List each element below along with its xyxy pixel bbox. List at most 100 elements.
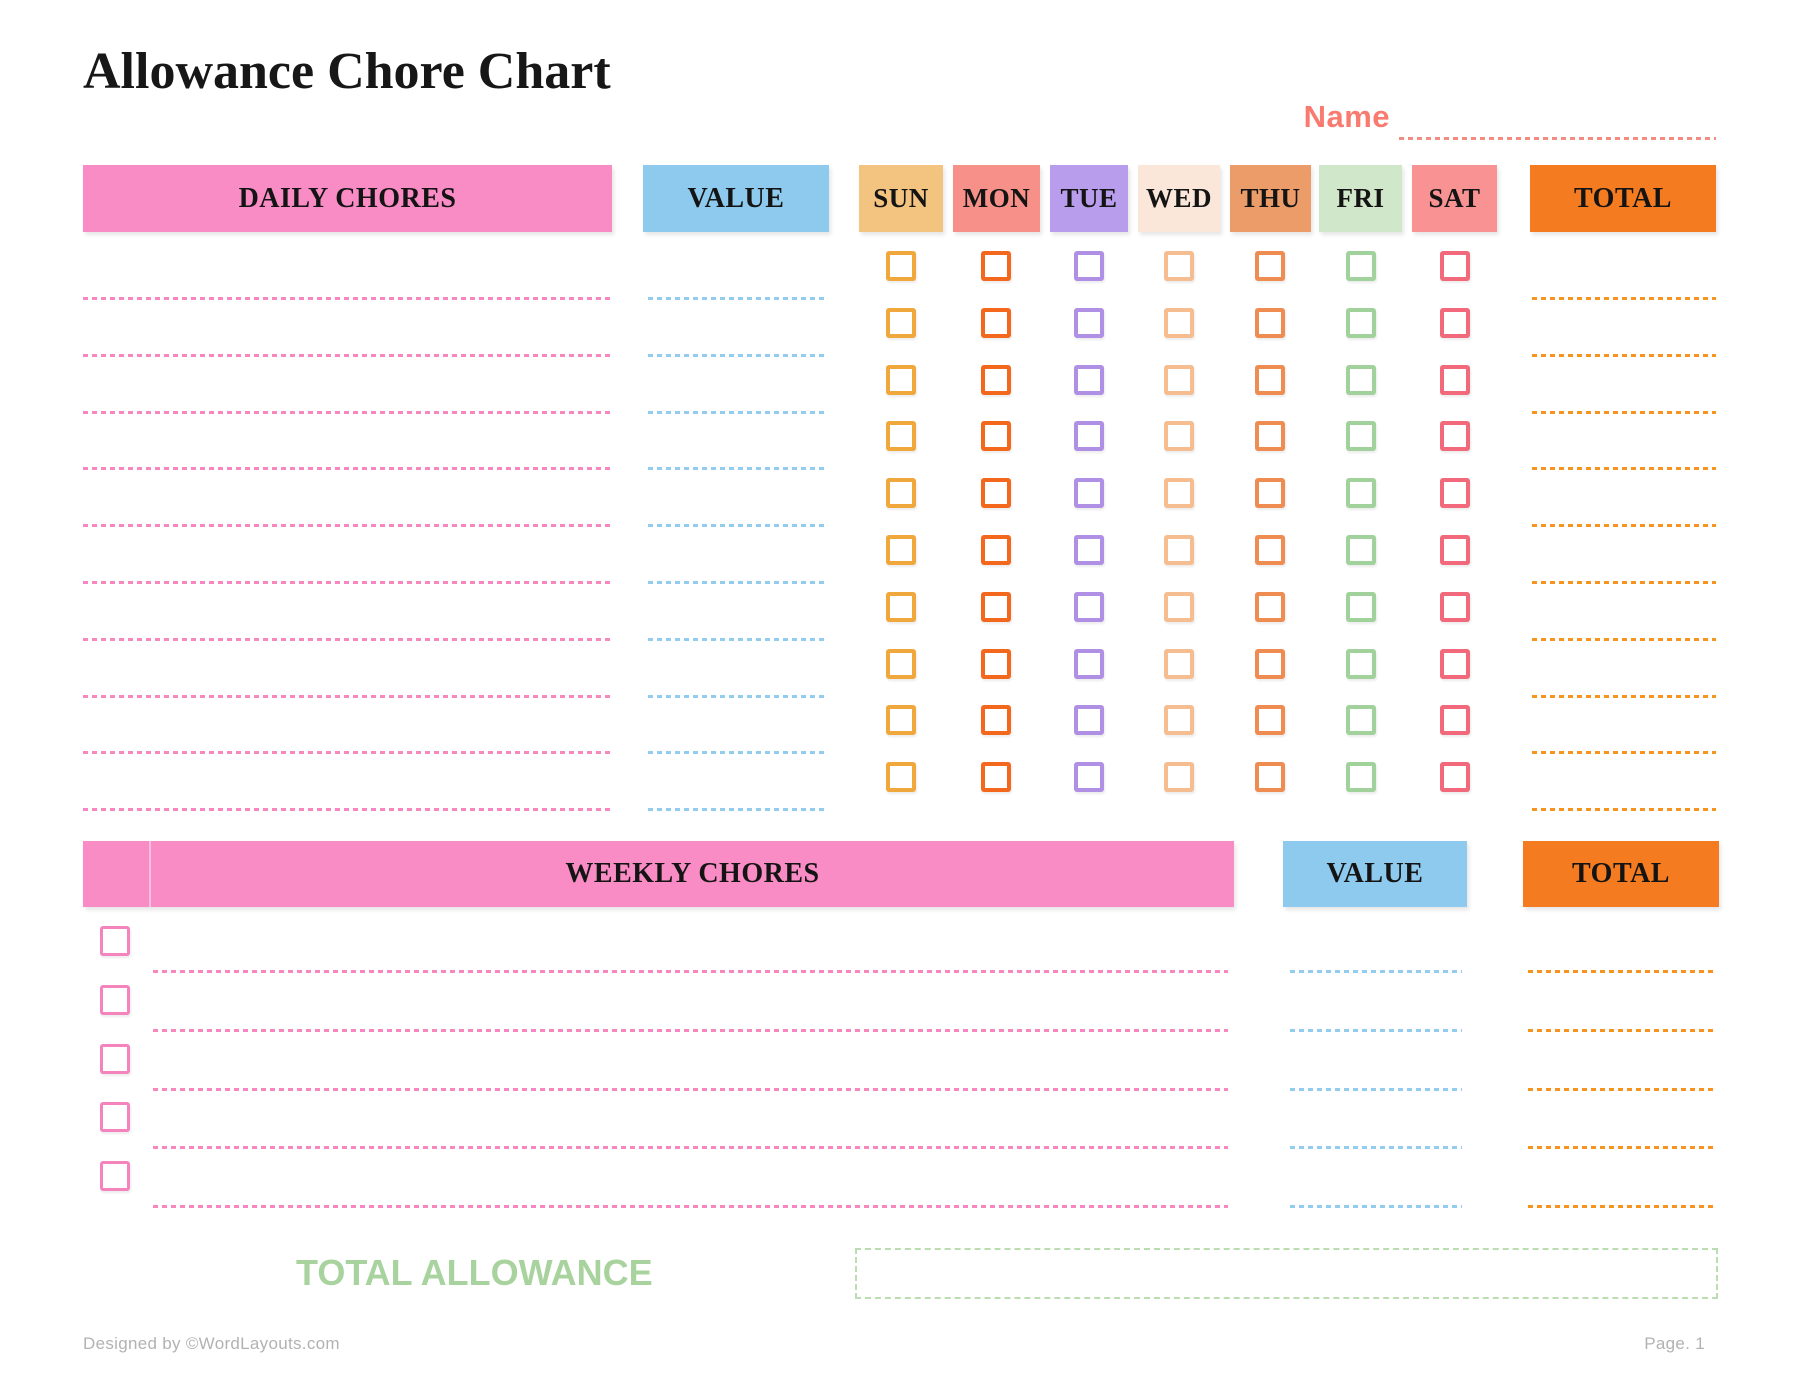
daily-value-line[interactable] [648,297,826,300]
weekly-chore-line[interactable] [153,970,1228,973]
daily-checkbox-tue[interactable] [1074,478,1104,508]
daily-checkbox-sat[interactable] [1440,478,1470,508]
daily-checkbox-fri[interactable] [1346,592,1376,622]
daily-checkbox-sat[interactable] [1440,251,1470,281]
weekly-value-line[interactable] [1290,1029,1462,1032]
daily-checkbox-thu[interactable] [1255,705,1285,735]
daily-chore-line[interactable] [83,808,612,811]
name-input-line[interactable] [1399,137,1716,140]
daily-checkbox-thu[interactable] [1255,535,1285,565]
daily-checkbox-wed[interactable] [1164,365,1194,395]
daily-checkbox-thu[interactable] [1255,478,1285,508]
daily-checkbox-wed[interactable] [1164,762,1194,792]
daily-checkbox-wed[interactable] [1164,649,1194,679]
daily-total-line[interactable] [1532,638,1716,641]
daily-checkbox-fri[interactable] [1346,421,1376,451]
daily-checkbox-thu[interactable] [1255,592,1285,622]
daily-checkbox-mon[interactable] [981,421,1011,451]
daily-checkbox-sun[interactable] [886,762,916,792]
daily-checkbox-sat[interactable] [1440,649,1470,679]
weekly-value-line[interactable] [1290,1146,1462,1149]
daily-checkbox-tue[interactable] [1074,535,1104,565]
daily-checkbox-wed[interactable] [1164,592,1194,622]
weekly-checkbox[interactable] [100,1161,130,1191]
daily-checkbox-wed[interactable] [1164,251,1194,281]
daily-chore-line[interactable] [83,751,612,754]
daily-checkbox-sun[interactable] [886,478,916,508]
daily-chore-line[interactable] [83,467,612,470]
daily-value-line[interactable] [648,354,826,357]
daily-checkbox-fri[interactable] [1346,649,1376,679]
daily-checkbox-mon[interactable] [981,592,1011,622]
daily-checkbox-tue[interactable] [1074,762,1104,792]
daily-checkbox-tue[interactable] [1074,649,1104,679]
daily-checkbox-tue[interactable] [1074,592,1104,622]
weekly-chore-line[interactable] [153,1088,1228,1091]
daily-total-line[interactable] [1532,581,1716,584]
daily-chore-line[interactable] [83,638,612,641]
daily-checkbox-tue[interactable] [1074,421,1104,451]
daily-checkbox-thu[interactable] [1255,649,1285,679]
daily-checkbox-tue[interactable] [1074,705,1104,735]
weekly-checkbox[interactable] [100,926,130,956]
daily-checkbox-sat[interactable] [1440,535,1470,565]
daily-total-line[interactable] [1532,524,1716,527]
daily-checkbox-fri[interactable] [1346,705,1376,735]
weekly-total-line[interactable] [1528,1205,1716,1208]
daily-checkbox-fri[interactable] [1346,762,1376,792]
daily-value-line[interactable] [648,808,826,811]
daily-checkbox-fri[interactable] [1346,308,1376,338]
daily-chore-line[interactable] [83,411,612,414]
daily-total-line[interactable] [1532,467,1716,470]
daily-total-line[interactable] [1532,695,1716,698]
daily-checkbox-sat[interactable] [1440,308,1470,338]
daily-checkbox-tue[interactable] [1074,251,1104,281]
weekly-total-line[interactable] [1528,1146,1716,1149]
daily-chore-line[interactable] [83,297,612,300]
daily-checkbox-mon[interactable] [981,649,1011,679]
daily-checkbox-mon[interactable] [981,308,1011,338]
daily-checkbox-sat[interactable] [1440,705,1470,735]
daily-checkbox-mon[interactable] [981,365,1011,395]
daily-checkbox-thu[interactable] [1255,308,1285,338]
daily-checkbox-wed[interactable] [1164,705,1194,735]
daily-value-line[interactable] [648,467,826,470]
daily-checkbox-sun[interactable] [886,308,916,338]
daily-chore-line[interactable] [83,695,612,698]
daily-checkbox-sun[interactable] [886,365,916,395]
daily-checkbox-wed[interactable] [1164,535,1194,565]
daily-total-line[interactable] [1532,808,1716,811]
daily-checkbox-fri[interactable] [1346,535,1376,565]
daily-checkbox-sat[interactable] [1440,421,1470,451]
daily-value-line[interactable] [648,581,826,584]
daily-checkbox-sun[interactable] [886,421,916,451]
daily-checkbox-fri[interactable] [1346,365,1376,395]
daily-total-line[interactable] [1532,751,1716,754]
daily-checkbox-fri[interactable] [1346,478,1376,508]
daily-checkbox-sun[interactable] [886,535,916,565]
daily-chore-line[interactable] [83,524,612,527]
daily-checkbox-wed[interactable] [1164,421,1194,451]
daily-checkbox-mon[interactable] [981,251,1011,281]
daily-checkbox-sat[interactable] [1440,592,1470,622]
daily-value-line[interactable] [648,695,826,698]
daily-checkbox-mon[interactable] [981,762,1011,792]
daily-checkbox-thu[interactable] [1255,421,1285,451]
weekly-value-line[interactable] [1290,1205,1462,1208]
daily-checkbox-wed[interactable] [1164,478,1194,508]
daily-chore-line[interactable] [83,581,612,584]
daily-total-line[interactable] [1532,411,1716,414]
daily-checkbox-mon[interactable] [981,478,1011,508]
daily-value-line[interactable] [648,524,826,527]
daily-total-line[interactable] [1532,354,1716,357]
daily-value-line[interactable] [648,411,826,414]
daily-checkbox-thu[interactable] [1255,762,1285,792]
weekly-checkbox[interactable] [100,1044,130,1074]
weekly-total-line[interactable] [1528,970,1716,973]
daily-checkbox-tue[interactable] [1074,365,1104,395]
weekly-total-line[interactable] [1528,1029,1716,1032]
daily-checkbox-thu[interactable] [1255,365,1285,395]
daily-checkbox-mon[interactable] [981,535,1011,565]
weekly-checkbox[interactable] [100,985,130,1015]
weekly-total-line[interactable] [1528,1088,1716,1091]
